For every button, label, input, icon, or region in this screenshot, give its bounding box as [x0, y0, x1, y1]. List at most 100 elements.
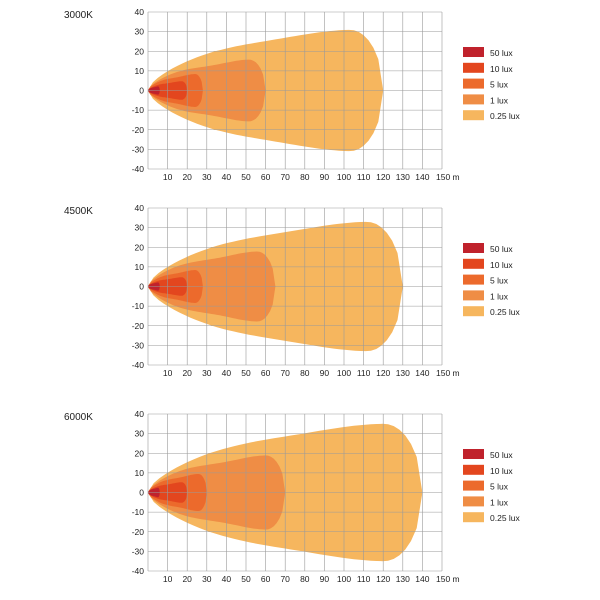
x-tick-label: 140 — [415, 574, 429, 584]
y-tick-label: -10 — [132, 301, 145, 311]
x-tick-label: 90 — [320, 172, 330, 182]
legend-label: 1 lux — [490, 291, 509, 301]
legend-label: 0.25 lux — [490, 513, 521, 523]
x-tick-label: 20 — [182, 368, 192, 378]
y-tick-label: 40 — [135, 7, 145, 17]
x-tick-label: 80 — [300, 172, 310, 182]
legend-swatch — [463, 110, 484, 121]
legend-swatch — [463, 464, 484, 475]
legend-swatch — [463, 290, 484, 301]
legend-swatch — [463, 78, 484, 89]
x-tick-label: 120 — [376, 368, 390, 378]
x-tick-label: 110 — [357, 172, 371, 182]
y-tick-label: 10 — [135, 468, 145, 478]
legend-label: 1 lux — [490, 497, 509, 507]
legend-label: 50 lux — [490, 244, 513, 254]
y-tick-label: 20 — [135, 242, 145, 252]
legend-swatch — [463, 258, 484, 269]
x-tick-label: 130 — [396, 368, 410, 378]
chart-title: 3000K — [64, 10, 93, 21]
y-tick-label: -30 — [132, 340, 145, 350]
x-tick-label: 50 — [241, 368, 251, 378]
legend-label: 10 lux — [490, 466, 513, 476]
legend-swatch — [463, 496, 484, 507]
y-tick-label: -20 — [132, 321, 145, 331]
y-tick-label: -20 — [132, 125, 145, 135]
y-tick-label: 20 — [135, 448, 145, 458]
y-tick-label: 30 — [135, 429, 145, 439]
x-tick-label: 150 m — [436, 172, 460, 182]
x-tick-label: 80 — [300, 368, 310, 378]
y-tick-label: 0 — [139, 86, 144, 96]
x-tick-label: 30 — [202, 574, 212, 584]
x-tick-label: 100 — [337, 172, 351, 182]
x-tick-label: 150 m — [436, 574, 460, 584]
y-tick-label: -30 — [132, 144, 145, 154]
x-tick-label: 90 — [320, 368, 330, 378]
legend-swatch — [463, 62, 484, 73]
x-tick-label: 130 — [396, 172, 410, 182]
x-tick-label: 140 — [415, 172, 429, 182]
x-tick-label: 70 — [280, 368, 290, 378]
y-tick-label: -20 — [132, 527, 145, 537]
x-tick-label: 10 — [163, 368, 173, 378]
y-tick-label: -10 — [132, 105, 145, 115]
y-tick-label: -10 — [132, 507, 145, 517]
x-tick-label: 110 — [357, 368, 371, 378]
y-tick-label: -40 — [132, 566, 145, 576]
y-tick-label: 30 — [135, 223, 145, 233]
legend-label: 5 lux — [490, 482, 509, 492]
x-tick-label: 10 — [163, 574, 173, 584]
legend-swatch — [463, 274, 484, 285]
x-tick-label: 30 — [202, 368, 212, 378]
legend-swatch — [463, 306, 484, 317]
legend-swatch — [463, 47, 484, 57]
legend-swatch — [463, 94, 484, 105]
legend-label: 50 lux — [490, 48, 513, 58]
x-tick-label: 130 — [396, 574, 410, 584]
x-tick-label: 100 — [337, 574, 351, 584]
legend-label: 50 lux — [490, 450, 513, 460]
x-tick-label: 40 — [222, 368, 232, 378]
y-tick-label: 40 — [135, 203, 145, 213]
x-tick-label: 150 m — [436, 368, 460, 378]
y-tick-label: -30 — [132, 546, 145, 556]
y-tick-label: 10 — [135, 66, 145, 76]
legend-label: 5 lux — [490, 276, 509, 286]
legend-swatch — [463, 449, 484, 459]
x-tick-label: 10 — [163, 172, 173, 182]
legend-swatch — [463, 243, 484, 253]
y-tick-label: 0 — [139, 282, 144, 292]
x-tick-label: 40 — [222, 574, 232, 584]
x-tick-label: 60 — [261, 368, 271, 378]
x-tick-label: 70 — [280, 172, 290, 182]
chart-title: 6000K — [64, 412, 93, 423]
legend-swatch — [463, 512, 484, 523]
x-tick-label: 110 — [357, 574, 371, 584]
x-tick-label: 70 — [280, 574, 290, 584]
y-tick-label: 0 — [139, 488, 144, 498]
chart-title: 4500K — [64, 206, 93, 217]
legend-label: 10 lux — [490, 64, 513, 74]
legend-label: 0.25 lux — [490, 307, 521, 317]
x-tick-label: 20 — [182, 172, 192, 182]
x-tick-label: 50 — [241, 172, 251, 182]
x-tick-label: 30 — [202, 172, 212, 182]
y-tick-label: 20 — [135, 46, 145, 56]
x-tick-label: 80 — [300, 574, 310, 584]
x-tick-label: 20 — [182, 574, 192, 584]
y-tick-label: 40 — [135, 409, 145, 419]
legend-label: 10 lux — [490, 260, 513, 270]
x-tick-label: 40 — [222, 172, 232, 182]
x-tick-label: 90 — [320, 574, 330, 584]
legend-label: 0.25 lux — [490, 111, 521, 121]
y-tick-label: 30 — [135, 27, 145, 37]
legend-swatch — [463, 480, 484, 491]
legend-label: 1 lux — [490, 95, 509, 105]
x-tick-label: 60 — [261, 574, 271, 584]
x-tick-label: 100 — [337, 368, 351, 378]
y-tick-label: -40 — [132, 164, 145, 174]
